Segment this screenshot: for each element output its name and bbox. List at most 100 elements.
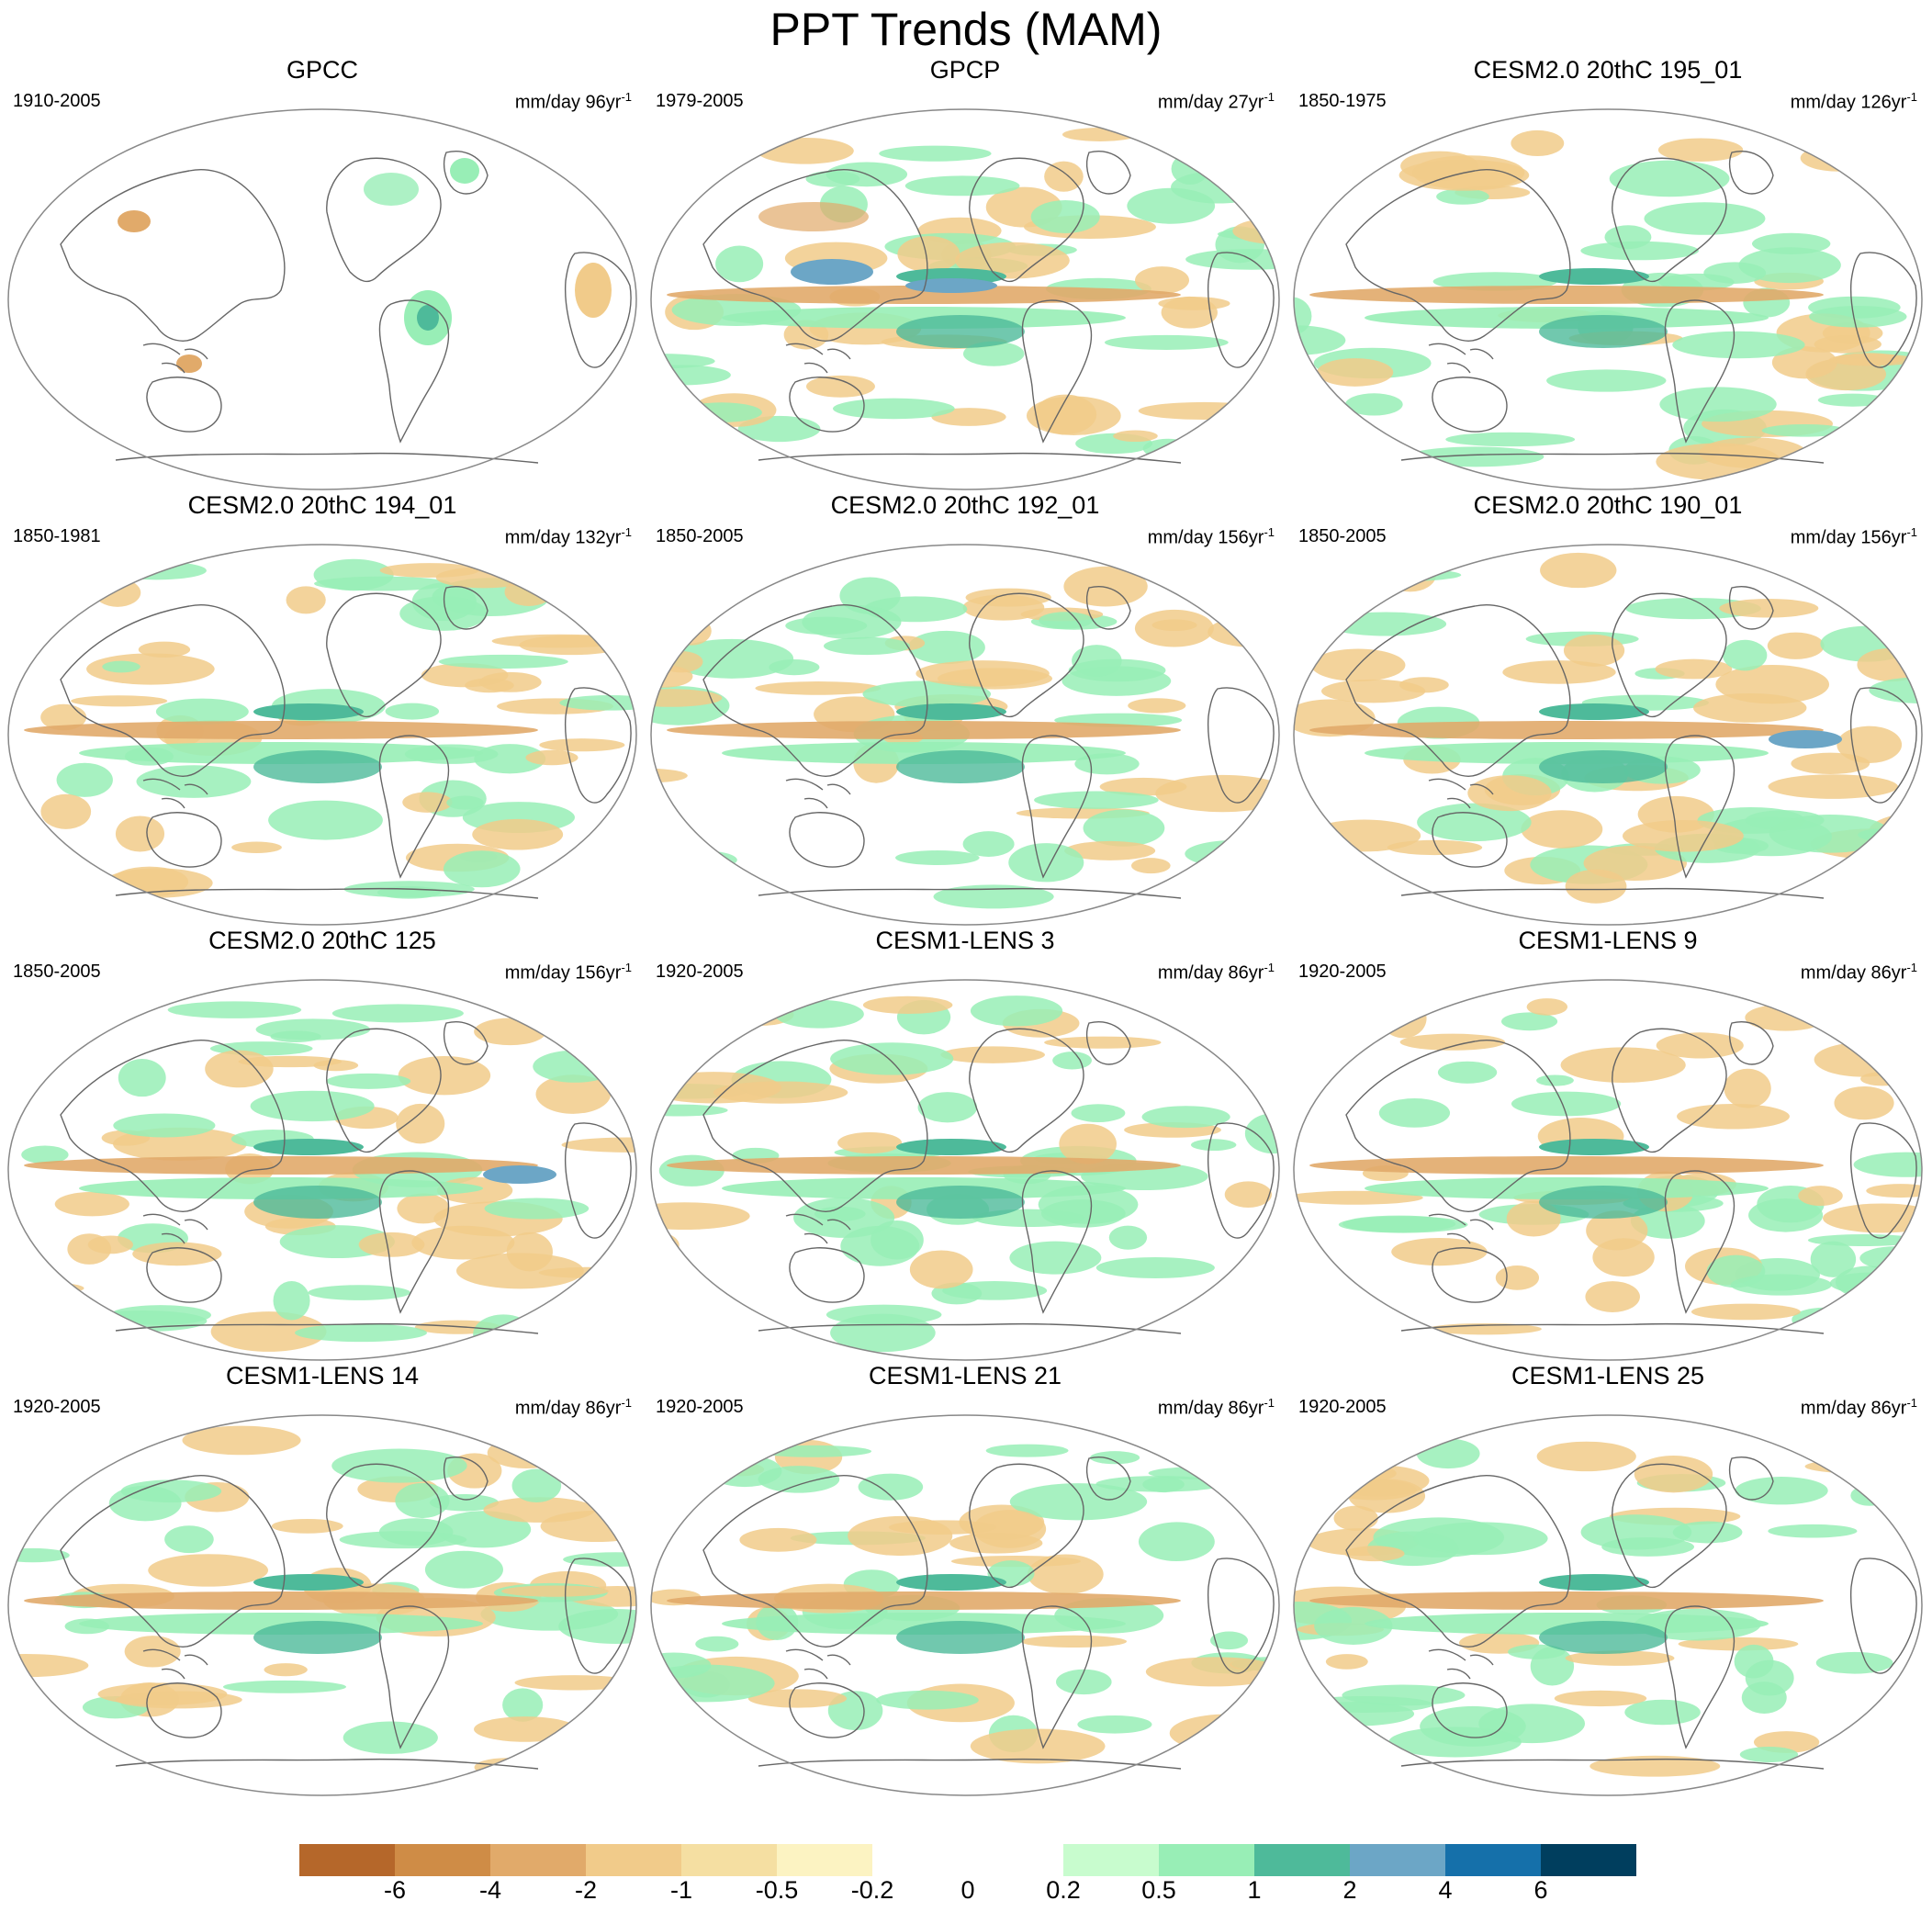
trend-patch [118, 1059, 166, 1097]
coastline [758, 1758, 1182, 1770]
trend-patch [411, 1225, 515, 1260]
coastline [443, 1456, 489, 1501]
trend-patch [1090, 1451, 1140, 1465]
trend-patch [1693, 692, 1807, 723]
figure-title: PPT Trends (MAM) [769, 4, 1163, 55]
panel-title: CESM1-LENS 21 [868, 1362, 1062, 1389]
panel-units-exponent: -1 [1906, 961, 1917, 974]
trend-patch [1800, 144, 1877, 172]
trend-patch [358, 1232, 425, 1257]
colorbar-tick-label: 4 [1438, 1876, 1453, 1904]
map-border [7, 1414, 637, 1796]
trend-patch [1886, 1420, 1922, 1461]
panel-units: mm/day 86yr-1 [515, 1392, 632, 1420]
trend-patch [1095, 1257, 1215, 1278]
coastline [1728, 1021, 1774, 1065]
trend-patch [484, 1198, 590, 1220]
trend-patch [148, 1554, 269, 1587]
trend-patch [1398, 159, 1530, 191]
trend-patch [250, 1090, 375, 1122]
trend-patch [109, 1305, 211, 1325]
trend-patch [833, 398, 955, 420]
trend-patch [1365, 742, 1769, 764]
coastline [785, 343, 851, 374]
map-border [650, 1414, 1280, 1796]
coastline [378, 299, 450, 444]
panel-units-text: mm/day 86yr [1800, 1398, 1907, 1419]
trend-patch [395, 1482, 450, 1519]
trend-field [1294, 998, 1922, 1335]
trend-patch [34, 1030, 79, 1047]
trend-patch [40, 793, 92, 829]
trend-patch [396, 1103, 445, 1144]
trend-patch [155, 698, 249, 725]
trend-patch [1020, 1635, 1128, 1648]
trend-patch [774, 999, 864, 1029]
panel-units: mm/day 156yr-1 [1791, 522, 1917, 549]
trend-patch [1388, 1726, 1522, 1758]
coastline [789, 1682, 865, 1738]
trend-patch [1540, 552, 1617, 589]
coastline [146, 377, 222, 433]
trend-patch [965, 588, 1051, 607]
trend-patch [896, 750, 1025, 783]
trend-patch [1169, 1714, 1279, 1752]
coastline [1085, 1021, 1131, 1065]
trend-patch [837, 1131, 903, 1154]
trend-patch [1342, 1215, 1456, 1233]
trend-patch [695, 1636, 739, 1652]
trend-patch [1052, 1052, 1093, 1070]
trend-patch [651, 1461, 695, 1496]
map-panel: CESM1-LENS 25 1920-2005 mm/day 86yr-1 [1291, 1357, 1925, 1796]
trend-field [24, 558, 636, 905]
coastline [969, 157, 1084, 283]
coastline [1728, 151, 1774, 195]
coastline [378, 1605, 450, 1749]
trend-patch [1672, 1521, 1743, 1544]
coastline [60, 1475, 286, 1648]
trend-patch [167, 1001, 302, 1018]
trend-patch [830, 1042, 954, 1075]
trend-field [1294, 129, 1922, 480]
coastline [758, 452, 1182, 464]
trend-patch [465, 678, 514, 693]
trend-patch [1791, 752, 1870, 775]
panel-units: mm/day 126yr-1 [1791, 86, 1917, 114]
coastline [326, 1028, 442, 1153]
trend-patch [1869, 1461, 1922, 1484]
trend-patch [1399, 1033, 1506, 1051]
coastline [1432, 377, 1508, 433]
trend-field [651, 1440, 1279, 1783]
trend-patch [113, 1113, 216, 1138]
coastline [1612, 157, 1727, 283]
colorbar-swatch [1254, 1844, 1350, 1876]
trend-patch [1141, 1106, 1230, 1129]
coastline [785, 1648, 851, 1680]
coastline [1849, 252, 1917, 368]
trend-patch [905, 278, 997, 293]
trend-patch [651, 1202, 750, 1231]
coastline [1207, 1558, 1275, 1674]
trend-patch [539, 738, 625, 752]
map-panel: CESM1-LENS 14 1920-2005 mm/day 86yr-1 [6, 1357, 639, 1796]
colorbar-swatch [395, 1844, 490, 1876]
trend-patch [1644, 202, 1766, 235]
trend-patch [1539, 1139, 1649, 1155]
colorbar-swatch [490, 1844, 586, 1876]
trend-patch [669, 638, 794, 679]
colorbar-swatch [1350, 1844, 1445, 1876]
trend-patch [1877, 1427, 1922, 1456]
trend-patch [651, 689, 723, 707]
trend-patch [1539, 1574, 1649, 1591]
panel-period: 1850-1975 [1298, 91, 1387, 111]
trend-patch [1539, 268, 1649, 285]
trend-patch [722, 1177, 1126, 1199]
coastline [1400, 1758, 1825, 1770]
trend-patch [896, 703, 1006, 720]
trend-patch [511, 1468, 562, 1503]
trend-patch [1655, 658, 1733, 680]
panel-units-exponent: -1 [621, 525, 632, 539]
trend-patch [1294, 1018, 1377, 1032]
trend-map [650, 544, 1280, 926]
trend-field [651, 566, 1279, 909]
